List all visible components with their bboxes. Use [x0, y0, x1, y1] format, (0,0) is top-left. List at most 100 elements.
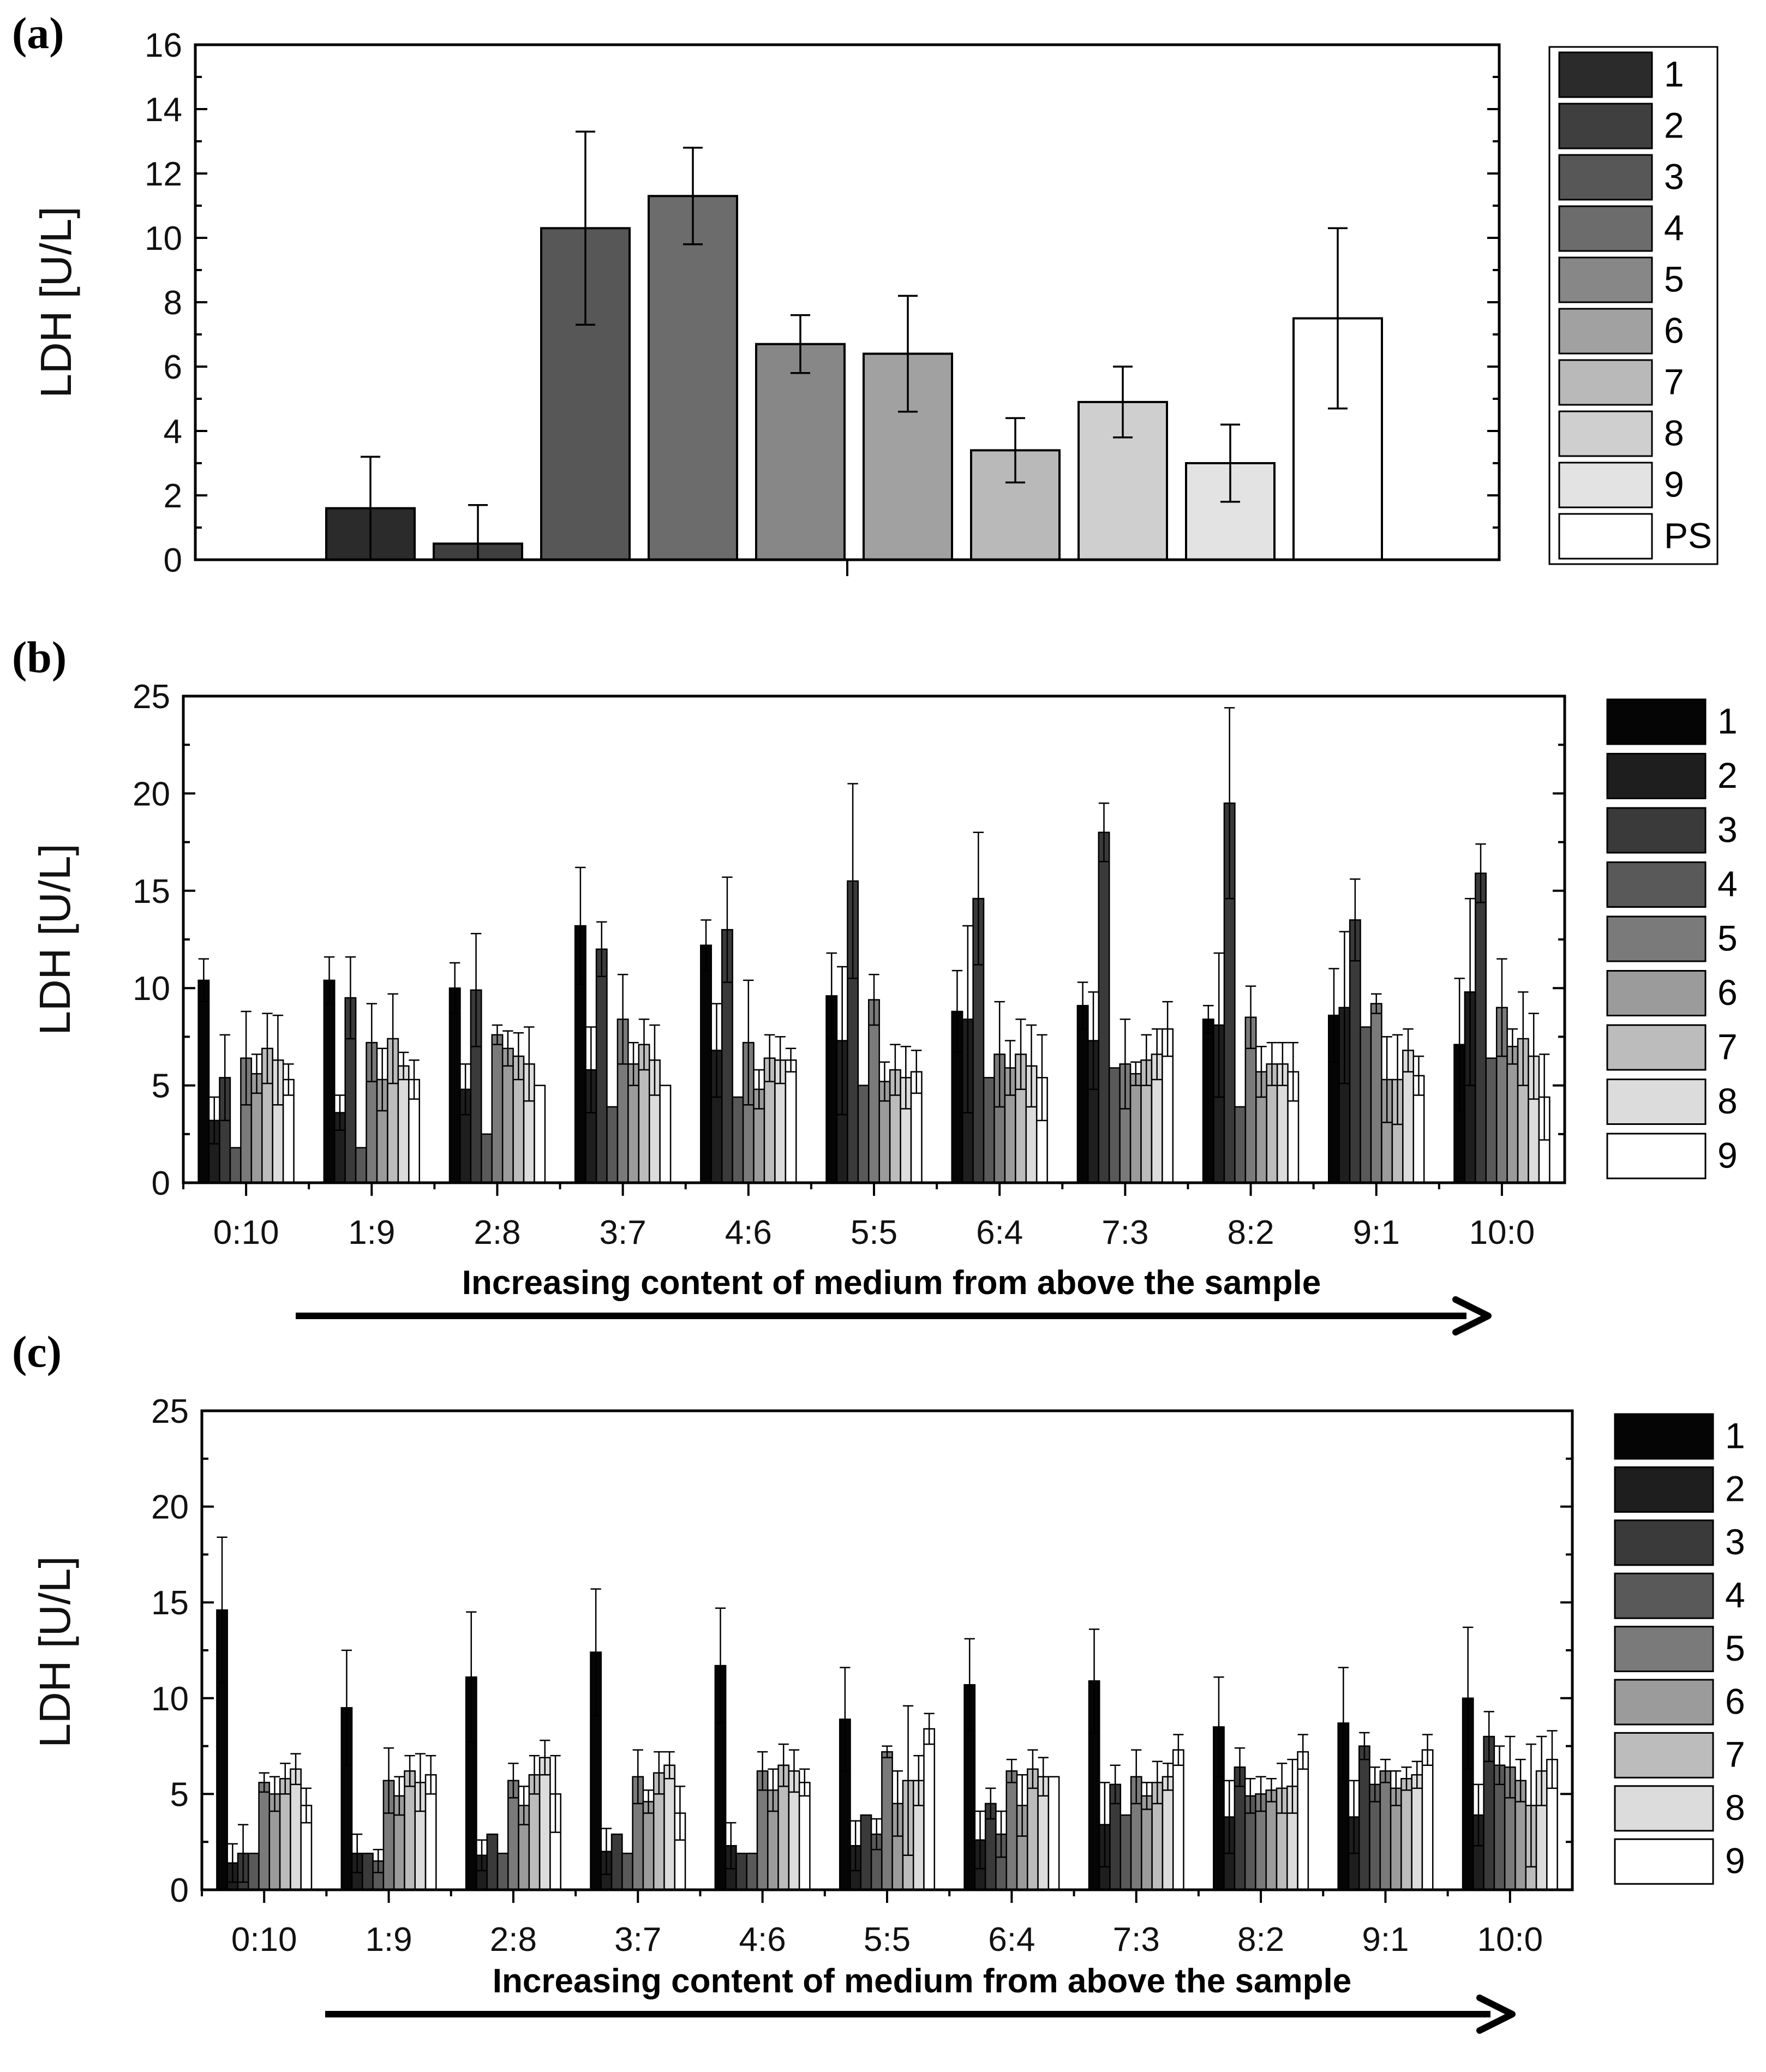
- legend-label-2: 2: [1717, 755, 1738, 795]
- bar-series-9: [798, 1782, 811, 1891]
- bar-series-9: [1047, 1776, 1060, 1891]
- bar-series-4: [606, 1106, 619, 1184]
- x-tick-label: 9:1: [1353, 1214, 1400, 1251]
- legend-swatch-2: [1558, 103, 1653, 149]
- bar-series-4: [496, 1853, 509, 1891]
- legend-frame: [1548, 46, 1719, 565]
- x-axis-label: Increasing content of medium from above …: [493, 1962, 1351, 2000]
- legend-label-1: 1: [1664, 53, 1684, 94]
- bar-series-4: [248, 1853, 260, 1891]
- bar-series-1: [700, 944, 713, 1184]
- x-tick-label: 7:3: [1113, 1921, 1160, 1959]
- x-tick-label: 2:8: [490, 1921, 537, 1959]
- legend-label-9: 9: [1725, 1841, 1745, 1881]
- bar-series-5: [881, 1751, 893, 1891]
- legend-swatch-9: [1558, 462, 1653, 508]
- y-tick-label: 12: [145, 155, 182, 193]
- bar-series-3: [860, 1814, 872, 1891]
- y-tick-label: 2: [164, 477, 182, 515]
- legend-swatch-9: [1606, 1133, 1707, 1179]
- legend-label-6: 6: [1725, 1681, 1745, 1721]
- x-tick-label: 10:0: [1477, 1921, 1543, 1959]
- x-axis-label: Increasing content of medium from above …: [462, 1264, 1321, 1302]
- legend-swatch-5: [1614, 1626, 1714, 1673]
- bar-series-5: [868, 999, 880, 1184]
- x-tick-label: 6:4: [976, 1214, 1023, 1251]
- legend-label-7: 7: [1717, 1026, 1738, 1067]
- legend-label-7: 7: [1664, 361, 1684, 402]
- bar-series-4: [621, 1853, 633, 1891]
- legend-swatch-5: [1558, 256, 1653, 303]
- x-tick-label: 5:5: [864, 1921, 911, 1959]
- bar-series-8: [1162, 1776, 1174, 1891]
- y-tick-label: 0: [170, 1872, 189, 1909]
- legend-swatch-7: [1614, 1732, 1714, 1778]
- legend-label-7: 7: [1725, 1734, 1745, 1775]
- legend: 1 2 3 4 5 6 7 8 9 PS: [1548, 46, 1719, 565]
- y-tick-label: 25: [133, 678, 170, 716]
- bar-series-4: [1485, 1057, 1498, 1184]
- bar-series-4: [732, 1096, 744, 1184]
- legend-label-5: 5: [1717, 918, 1738, 958]
- y-tick-label: 0: [164, 542, 182, 579]
- y-tick-label: 4: [164, 413, 182, 451]
- bar-series-5: [1379, 1770, 1392, 1891]
- bar-series-4: [229, 1147, 242, 1184]
- y-tick-label: 25: [151, 1393, 189, 1430]
- x-tick-label: 9:1: [1362, 1921, 1409, 1959]
- x-tick-label: 10:0: [1469, 1214, 1535, 1251]
- legend-label-4: 4: [1725, 1575, 1745, 1615]
- bar-series-1: [323, 979, 336, 1184]
- bar-series-6: [1506, 1045, 1519, 1184]
- legend-swatch-3: [1558, 154, 1653, 201]
- legend-label-PS: PS: [1664, 515, 1712, 555]
- bar-series-1: [1202, 1019, 1214, 1184]
- bar-series-6: [642, 1801, 655, 1891]
- x-tick-label: 1:9: [348, 1214, 395, 1251]
- bar-series-7: [404, 1770, 416, 1891]
- legend-label-3: 3: [1717, 809, 1738, 849]
- legend-swatch-1: [1614, 1413, 1714, 1460]
- legend-swatch-2: [1606, 753, 1707, 799]
- bar-series-4: [1120, 1814, 1132, 1891]
- bar-series-3: [610, 1833, 623, 1891]
- bar-series-9: [1172, 1749, 1184, 1891]
- y-tick-label: 10: [145, 220, 182, 257]
- legend-swatch-1: [1606, 698, 1707, 745]
- bar-series-6: [501, 1047, 514, 1184]
- legend: 1 2 3 4 5 6 7 8 9: [1614, 1413, 1745, 1885]
- legend-label-8: 8: [1664, 412, 1684, 453]
- bar-series-8: [290, 1768, 302, 1891]
- plot-frame: [200, 1409, 1574, 1891]
- x-tick-label: 5:5: [851, 1214, 897, 1251]
- x-tick-label: 6:4: [988, 1921, 1035, 1959]
- legend-swatch-4: [1614, 1572, 1714, 1619]
- bar-series-1: [197, 979, 210, 1184]
- legend-swatch-7: [1558, 359, 1653, 406]
- y-tick-label: 15: [133, 873, 170, 911]
- bar-series-4: [857, 1085, 870, 1184]
- bar-series-4: [1360, 1026, 1372, 1184]
- legend-swatch-8: [1614, 1785, 1714, 1832]
- legend-label-8: 8: [1717, 1081, 1738, 1121]
- legend-label-5: 5: [1725, 1628, 1745, 1668]
- legend-swatch-8: [1558, 410, 1653, 457]
- bar-series-4: [1234, 1106, 1247, 1184]
- panel-label: (c): [12, 1327, 62, 1376]
- y-tick-label: 6: [164, 349, 182, 386]
- bar-series-5: [1005, 1770, 1018, 1891]
- legend-label-4: 4: [1664, 207, 1684, 248]
- y-tick-label: 16: [145, 27, 182, 64]
- legend-label-3: 3: [1725, 1522, 1745, 1562]
- bar-series-4: [355, 1147, 367, 1184]
- x-tick-label: 8:2: [1227, 1214, 1274, 1251]
- panel-label: (b): [12, 632, 67, 682]
- bar-series-3: [595, 948, 608, 1184]
- y-axis-label: LDH [U/L]: [31, 1556, 79, 1747]
- bar-series-7: [1400, 1778, 1412, 1891]
- x-tick-label: 7:3: [1101, 1214, 1148, 1251]
- bar-series-7: [279, 1778, 291, 1891]
- legend-label-5: 5: [1664, 259, 1684, 299]
